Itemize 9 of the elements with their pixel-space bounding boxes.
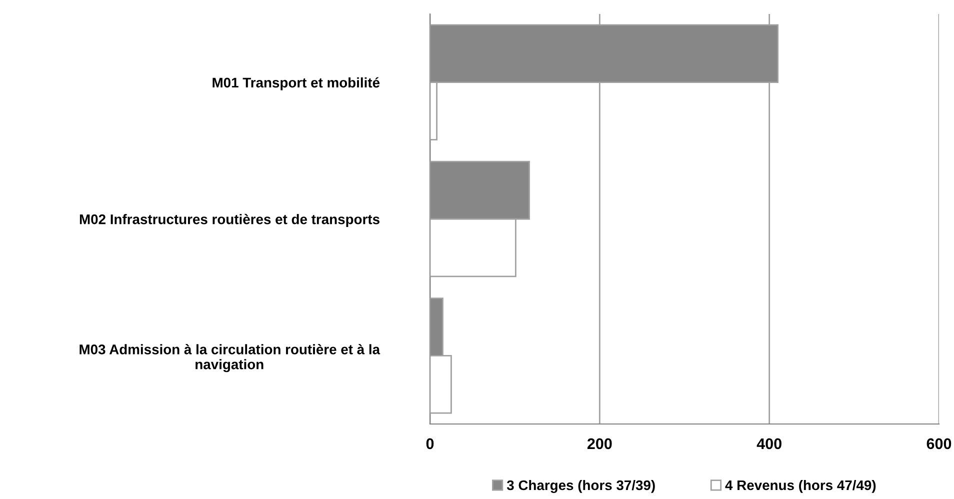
y-tick-label: M01 Transport et mobilité: [212, 77, 380, 90]
x-tick-label: 400: [756, 438, 782, 450]
x-tick-label: 600: [926, 438, 952, 450]
y-tick-label: M03 Admission à la circulation routière et à la navigation: [80, 344, 380, 372]
x-tick-label: 200: [587, 438, 612, 450]
legend-label: 3 Charges (hors 37/39): [506, 480, 655, 493]
legend-label: 4 Revenus (hors 47/49): [725, 480, 876, 493]
x-tick-label: 0: [426, 438, 434, 450]
y-tick-label: M02 Infrastructures routières et de transports: [80, 214, 380, 227]
